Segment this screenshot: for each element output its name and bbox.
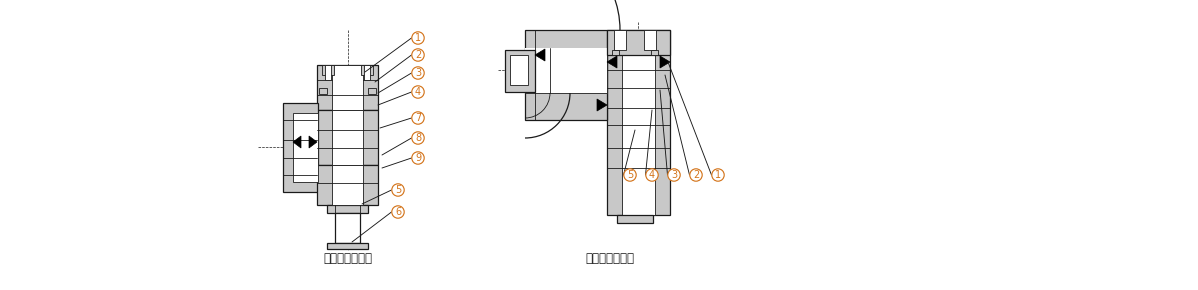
Bar [332,110,363,165]
Bar [525,48,607,93]
Circle shape [412,152,424,164]
Bar [317,110,379,165]
Bar [322,65,334,75]
Bar [317,165,379,205]
Bar [368,88,376,94]
Circle shape [667,169,680,181]
Text: 5: 5 [627,170,633,180]
Bar [283,103,317,192]
Text: 5: 5 [395,185,401,195]
Bar [510,55,528,85]
Text: 1: 1 [715,170,721,180]
Bar [319,88,327,94]
Circle shape [412,132,424,144]
Bar [361,65,373,75]
Text: 9: 9 [415,153,420,163]
Bar [506,50,536,92]
Text: 3: 3 [671,170,677,180]
Bar [617,215,653,223]
Bar [607,30,670,215]
Circle shape [412,67,424,79]
Circle shape [412,86,424,98]
Bar [645,30,657,50]
Bar [332,65,363,110]
Circle shape [412,112,424,124]
Circle shape [690,169,702,181]
Bar [651,50,658,55]
Circle shape [392,206,404,218]
Bar [294,113,317,182]
Bar [612,50,619,55]
Polygon shape [309,136,317,148]
Bar [332,165,363,205]
Text: 6: 6 [395,207,401,217]
Circle shape [712,169,725,181]
Circle shape [412,49,424,61]
Bar [525,30,607,120]
Bar [325,65,331,80]
Polygon shape [660,56,670,68]
Bar [327,205,368,213]
Text: 1: 1 [415,33,420,43]
Polygon shape [536,49,545,61]
Text: 4: 4 [649,170,655,180]
Text: エルボユニオン: エルボユニオン [586,252,635,265]
Circle shape [412,32,424,44]
Text: 4: 4 [415,87,420,97]
Bar [327,243,368,249]
Polygon shape [597,99,607,111]
Bar [364,65,370,80]
Bar [607,30,670,55]
Bar [317,65,379,110]
Text: 7: 7 [415,113,422,123]
Polygon shape [607,56,617,68]
Text: 2: 2 [692,170,700,180]
Polygon shape [294,136,301,148]
Text: 8: 8 [415,133,420,143]
Bar [622,30,655,215]
Text: 2: 2 [415,50,422,60]
Text: ハーフユニオン: ハーフユニオン [323,252,373,265]
Circle shape [624,169,636,181]
Text: 3: 3 [415,68,420,78]
Circle shape [392,184,404,196]
Bar [335,213,361,243]
Bar [525,48,607,93]
Bar [615,30,627,50]
Circle shape [646,169,658,181]
